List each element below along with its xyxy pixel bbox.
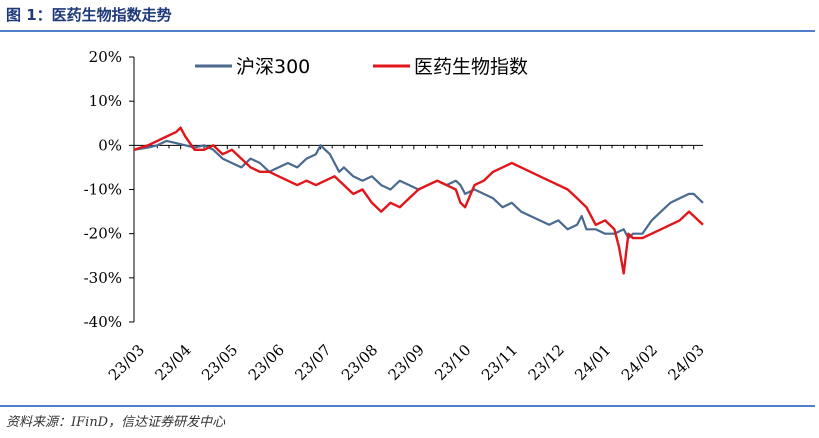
- x-tick-label: 24/01: [571, 341, 614, 384]
- series-layer: [133, 126, 704, 275]
- x-tick-label: 23/12: [525, 341, 568, 384]
- line-chart: 20% 10% 0% -10% -20% -30% -40% 23/03 23/04 23/05…: [84, 48, 708, 384]
- x-tick-label: 23/05: [198, 341, 241, 384]
- y-tick-label: -40%: [84, 313, 122, 331]
- x-tick-label: 23/10: [431, 341, 474, 384]
- x-tick-label: 23/06: [245, 341, 288, 384]
- y-tick-label: -10%: [84, 181, 122, 199]
- x-tick-label: 23/11: [478, 341, 521, 384]
- x-tick-label: 23/04: [151, 341, 194, 384]
- x-tick-label: 23/08: [338, 341, 381, 384]
- x-tick-label: 24/03: [664, 341, 707, 384]
- figure-title: 图 1：医药生物指数走势: [6, 6, 172, 24]
- x-tick-label: 23/07: [291, 341, 334, 384]
- y-tick-label: 10%: [89, 92, 122, 110]
- y-tick-label: -20%: [84, 225, 122, 243]
- y-axis: 20% 10% 0% -10% -20% -30% -40%: [84, 48, 135, 331]
- top-divider: [0, 30, 815, 32]
- x-axis: 23/03 23/04 23/05 23/06 23/07 23/08 23/09 23/10…: [105, 144, 708, 384]
- legend: 沪深300 医药生物指数: [195, 56, 528, 78]
- y-tick-label: 20%: [89, 48, 122, 66]
- y-tick-label: 0%: [98, 136, 122, 154]
- y-tick-label: -30%: [84, 269, 122, 287]
- x-tick-label: 24/02: [618, 341, 661, 384]
- x-tick-label: 23/09: [385, 341, 428, 384]
- legend-label-hs300: 沪深300: [236, 56, 310, 78]
- source-note: 资料来源：IFinD，信达证券研发中心: [6, 415, 226, 430]
- series-line-pharma: [133, 126, 704, 275]
- bottom-divider: [0, 405, 815, 407]
- legend-label-pharma: 医药生物指数: [414, 56, 528, 78]
- x-tick-label: 23/03: [105, 341, 148, 384]
